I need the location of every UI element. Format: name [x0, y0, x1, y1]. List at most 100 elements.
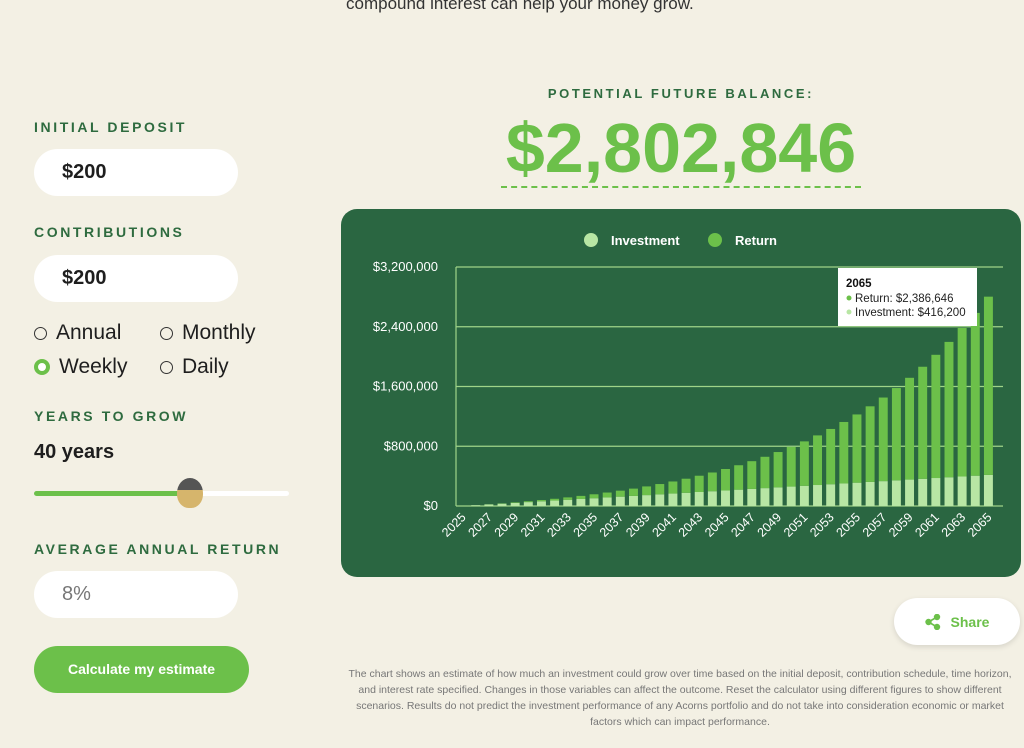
return-input[interactable]: 8% — [34, 571, 238, 618]
bar-segment — [681, 492, 691, 506]
y-tick-label: $1,600,000 — [373, 379, 438, 394]
bar-segment — [773, 452, 783, 488]
tooltip-box — [838, 268, 977, 326]
bar-segment — [799, 441, 809, 486]
bar-segment — [931, 354, 941, 479]
result-value: $2,802,846 — [505, 109, 857, 187]
x-tick-label: 2059 — [886, 510, 916, 540]
bar-segment — [668, 481, 678, 494]
bar-segment — [786, 486, 796, 506]
bar-segment — [813, 485, 822, 506]
x-tick-label: 2061 — [912, 510, 942, 540]
bar-segment — [918, 366, 928, 479]
x-tick-label: 2045 — [702, 510, 732, 540]
bar-segment — [865, 406, 875, 482]
bar-segment — [550, 500, 560, 506]
bar-segment — [983, 296, 993, 475]
calculate-button[interactable]: Calculate my estimate — [34, 646, 249, 693]
bar-segment — [760, 488, 770, 506]
radio-option[interactable]: Annual — [34, 321, 121, 345]
subtitle: compound interest can help your money gr… — [346, 0, 694, 13]
x-tick-label: 2033 — [544, 510, 574, 540]
bar-segment — [550, 498, 560, 501]
bar-segment — [655, 494, 665, 506]
radio-label: Annual — [56, 321, 122, 344]
bar-segment — [576, 495, 586, 499]
result-label: POTENTIAL FUTURE BALANCE: — [547, 86, 815, 101]
x-tick-label: 2055 — [834, 510, 864, 540]
bar-segment — [878, 397, 888, 482]
y-tick-label: $800,000 — [384, 438, 438, 453]
dashed-underline — [501, 186, 861, 188]
radio-label: Weekly — [59, 355, 128, 378]
radio-option[interactable]: Weekly — [34, 355, 127, 379]
tooltip-dot — [846, 309, 852, 315]
bar-segment — [983, 474, 993, 506]
bar-segment — [918, 478, 928, 506]
radio-option[interactable]: Monthly — [160, 321, 256, 345]
radio-dot[interactable] — [34, 359, 50, 375]
bar-segment — [484, 504, 494, 506]
bar-segment — [576, 498, 586, 506]
legend-dot — [708, 233, 722, 247]
x-tick-label: 2029 — [492, 510, 522, 540]
bar-segment — [602, 497, 612, 506]
bar-segment — [944, 341, 954, 478]
x-tick-label: 2031 — [518, 510, 548, 540]
bar-segment — [957, 327, 967, 477]
radio-label: Monthly — [182, 321, 256, 344]
y-tick-label: $3,200,000 — [373, 259, 438, 274]
bar-segment — [694, 492, 704, 506]
bar-segment — [602, 492, 612, 498]
bar-segment — [957, 476, 967, 506]
bar-segment — [734, 465, 744, 490]
bar-segment — [642, 486, 652, 496]
radio-option[interactable]: Daily — [160, 355, 229, 379]
bar-segment — [786, 446, 796, 487]
share-label: Share — [950, 613, 990, 630]
radio-dot[interactable] — [160, 360, 173, 374]
bar-segment — [905, 377, 915, 480]
bar-segment — [852, 414, 862, 483]
legend-label: Return — [735, 233, 777, 248]
bar-segment — [891, 480, 901, 506]
bar-segment — [510, 502, 520, 506]
radio-dot[interactable] — [34, 326, 47, 340]
tooltip-line: Return: $2,386,646 — [855, 293, 953, 305]
bar-segment — [615, 496, 625, 506]
x-tick-label: 2047 — [728, 510, 758, 540]
field-label: CONTRIBUTIONS — [34, 224, 185, 240]
bar-segment — [931, 478, 941, 506]
bar-segment — [642, 495, 652, 506]
x-tick-label: 2063 — [939, 510, 969, 540]
contribution-input[interactable]: $200 — [34, 255, 238, 302]
deposit-input[interactable]: $200 — [34, 149, 238, 196]
share-button[interactable]: Share — [894, 598, 1020, 645]
bar-segment — [878, 481, 888, 506]
bar-segment — [497, 503, 507, 506]
bar-segment — [905, 479, 915, 506]
slider-fill — [34, 491, 190, 496]
chart-panel: $0 $800,000 $1,600,000 $2,400,000 $3,200,000… — [341, 209, 1021, 577]
bar-segment — [563, 497, 573, 500]
field-label: AVERAGE ANNUAL RETURN — [34, 541, 282, 557]
disclaimer: The chart shows an estimate of how much … — [348, 668, 1012, 728]
bar-segment — [563, 499, 573, 506]
legend-label: Investment — [611, 233, 680, 248]
bar-segment — [629, 495, 638, 506]
bar-segment — [852, 482, 862, 506]
x-tick-label: 2039 — [623, 510, 653, 540]
radio-dot[interactable] — [160, 326, 173, 340]
x-tick-label: 2051 — [781, 510, 811, 540]
tooltip: 2065 Return: $2,386,646 Investment: $416,2… — [838, 268, 977, 326]
x-tick-label: 2035 — [571, 510, 601, 540]
bar-segment — [694, 475, 704, 493]
share-icon — [924, 613, 940, 630]
bar-segment — [668, 493, 678, 506]
bar-segment — [944, 477, 954, 506]
bar-segment — [734, 489, 744, 506]
slider-thumb[interactable] — [177, 478, 203, 508]
bar-segment — [589, 494, 599, 499]
bar-segment — [826, 484, 836, 506]
bar-segment — [865, 481, 875, 506]
